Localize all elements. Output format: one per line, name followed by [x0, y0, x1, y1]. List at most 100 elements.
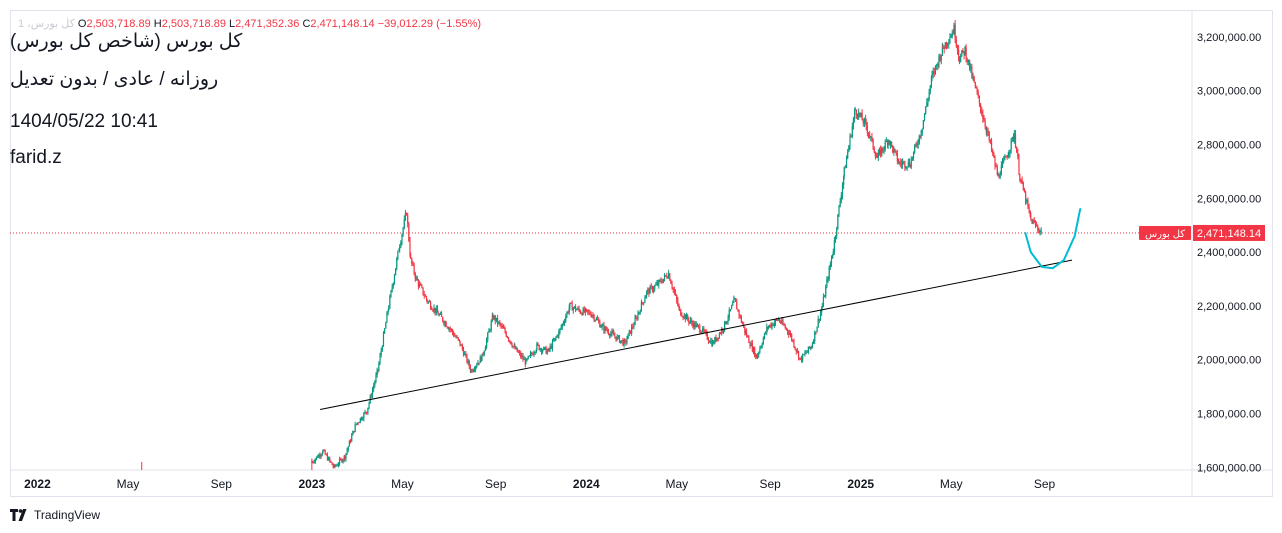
candle-body — [901, 162, 904, 165]
candle-body — [749, 343, 751, 347]
candle-body — [940, 54, 942, 61]
candle-body — [962, 50, 964, 52]
candle-body — [898, 161, 900, 164]
candle-body — [1033, 220, 1035, 223]
x-tick-label: 2023 — [299, 477, 326, 491]
candle-body — [838, 206, 840, 215]
x-tick-label: Sep — [1034, 477, 1056, 491]
candle-body — [748, 336, 750, 344]
candle-body — [934, 65, 937, 73]
candle-body — [442, 316, 444, 322]
candle-body — [491, 315, 493, 322]
tradingview-brand[interactable]: TradingView — [10, 508, 100, 522]
candle-body — [799, 357, 801, 359]
candle-body — [368, 402, 370, 408]
candle-body — [328, 457, 330, 461]
candle-body — [874, 152, 877, 157]
candle-body — [385, 322, 387, 329]
candle-body — [518, 352, 521, 354]
candle-body — [382, 333, 385, 347]
candle-body — [1018, 157, 1020, 175]
candle-body — [480, 356, 482, 361]
candle-body — [334, 464, 336, 467]
candle-body — [592, 315, 594, 317]
candle-body — [493, 316, 495, 319]
candle-body — [421, 285, 423, 288]
candle-body — [669, 273, 671, 281]
candle-body — [928, 91, 930, 100]
candle-body — [312, 461, 314, 463]
candle-body — [456, 337, 458, 339]
candle-body — [992, 150, 994, 154]
candle-body — [582, 308, 584, 315]
candle-body — [1012, 136, 1015, 140]
candle-body — [362, 418, 364, 420]
x-tick-label: Sep — [759, 477, 781, 491]
candle-body — [693, 322, 695, 328]
candle-body — [559, 328, 561, 332]
candle-body — [1022, 181, 1024, 190]
candle-body — [649, 286, 651, 294]
candle-body — [506, 336, 509, 338]
candle-body — [1017, 152, 1019, 158]
candle-body — [1025, 192, 1027, 203]
candle-body — [771, 323, 773, 328]
candle-body — [804, 352, 806, 355]
candle-body — [651, 286, 654, 291]
candle-body — [542, 350, 544, 352]
candle-body — [666, 275, 668, 278]
candle-body — [477, 362, 479, 366]
candle-body — [777, 319, 779, 321]
candle-body — [547, 348, 549, 351]
candle-body — [645, 295, 647, 299]
projection-curve — [1024, 208, 1082, 270]
candle-body — [498, 321, 500, 324]
candle-body — [821, 305, 823, 309]
candle-body — [555, 337, 557, 339]
candle-body — [429, 302, 432, 309]
candle-body — [889, 141, 892, 145]
candle-body — [428, 301, 431, 303]
candle-body — [972, 77, 974, 79]
candle-body — [313, 461, 315, 463]
candle-body — [625, 340, 627, 343]
candle-body — [615, 336, 617, 341]
candle-body — [692, 323, 694, 328]
candle-body — [416, 277, 418, 281]
candle-body — [660, 280, 662, 282]
candle-body — [859, 112, 861, 116]
candle-body — [545, 347, 547, 354]
candle-body — [704, 331, 706, 333]
candle-body — [1007, 154, 1009, 158]
candle-body — [604, 326, 606, 331]
candle-body — [719, 333, 722, 335]
candle-body — [953, 24, 955, 34]
candle-body — [468, 360, 470, 367]
candle-body — [877, 152, 879, 158]
candle-body — [482, 353, 484, 355]
candle-body — [515, 347, 517, 349]
candle-body — [315, 456, 318, 460]
candle-body — [988, 132, 990, 141]
candle-body — [511, 344, 513, 347]
candle-body — [900, 163, 903, 165]
candle-body — [981, 110, 983, 114]
candle-body — [700, 332, 702, 334]
candle-body — [338, 459, 341, 464]
candle-body — [384, 328, 386, 334]
candle-body — [755, 354, 758, 359]
candle-body — [732, 302, 734, 306]
candle-body — [997, 174, 999, 176]
candle-body — [766, 326, 768, 333]
candle-body — [921, 128, 923, 134]
symbol-tag-label: کل بورس — [1145, 229, 1185, 240]
candle-body — [960, 55, 962, 63]
candle-body — [722, 330, 725, 332]
candle-body — [978, 96, 981, 104]
chart-title: کل بورس (شاخص کل بورس) — [10, 31, 243, 52]
candle-body — [990, 141, 993, 151]
candle-body — [534, 352, 536, 354]
candle-body — [655, 284, 657, 286]
candle-body — [396, 258, 398, 269]
